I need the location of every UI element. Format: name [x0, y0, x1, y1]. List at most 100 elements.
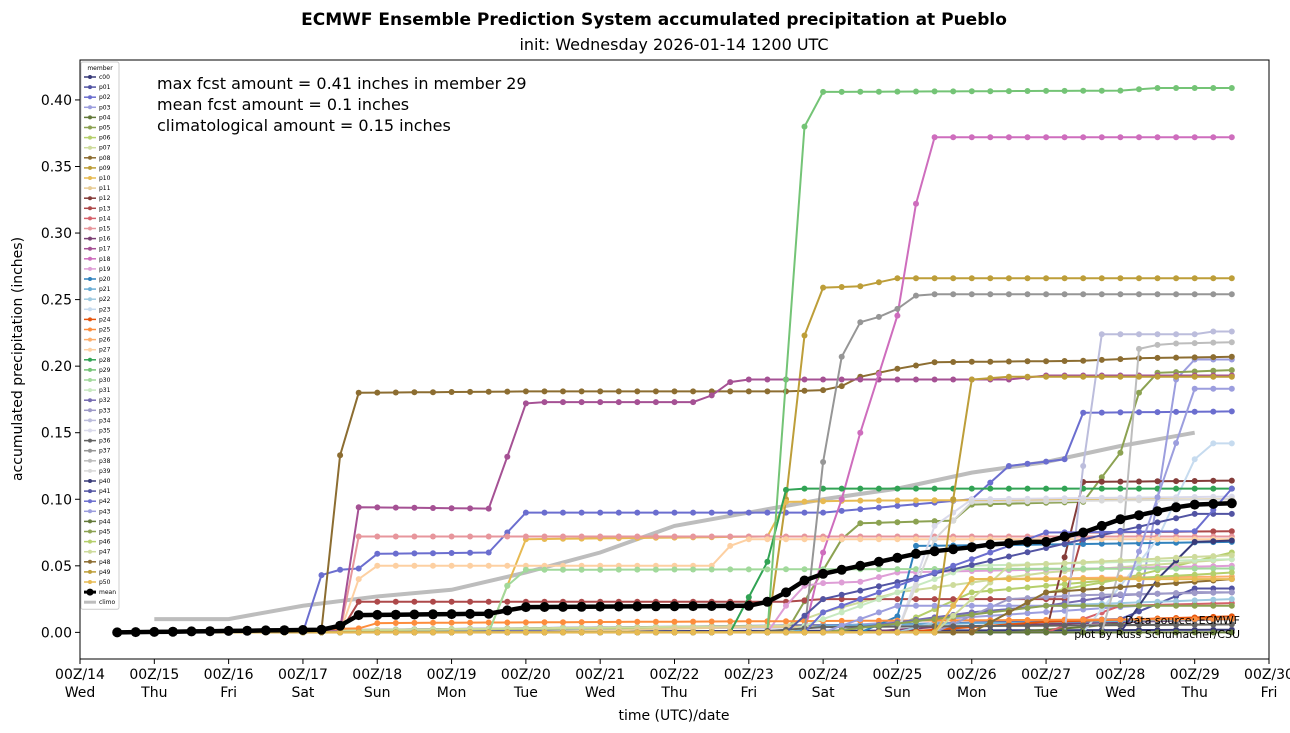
legend-marker-p34	[88, 418, 92, 423]
point-p34-57	[1173, 331, 1180, 338]
y-tick-label-4: 0.20	[41, 359, 72, 375]
point-p42-38	[820, 609, 827, 616]
point-p50-26	[597, 629, 604, 636]
point-p33-57	[1173, 590, 1180, 597]
point-p50-52	[1080, 576, 1087, 583]
point-p28-58	[1191, 485, 1198, 492]
point-p50-39	[838, 629, 845, 636]
legend-marker-p45	[88, 529, 92, 534]
point-p47-45	[950, 612, 957, 619]
point-mean-25	[576, 601, 587, 612]
point-p50-48	[1005, 576, 1012, 583]
point-p37-54	[1117, 291, 1124, 298]
point-p30-52	[1080, 565, 1087, 572]
point-p25-21	[504, 619, 511, 626]
legend-marker-mean	[86, 588, 94, 596]
point-p09-58	[1191, 275, 1198, 282]
point-p48-56	[1154, 581, 1161, 588]
point-p02-41	[875, 504, 882, 511]
point-mean-0	[112, 627, 123, 638]
point-p17-42	[894, 376, 901, 383]
point-p07-22	[522, 625, 529, 632]
chart-subtitle: init: Wednesday 2026-01-14 1200 UTC	[519, 35, 828, 54]
legend-marker-p43	[88, 509, 92, 514]
point-p39-43	[913, 582, 919, 589]
point-p05-60	[1228, 367, 1235, 374]
point-p10-40	[857, 497, 864, 504]
point-mean-3	[167, 626, 178, 637]
point-p06-46	[968, 589, 975, 596]
point-p02-57	[1173, 408, 1180, 415]
point-p45-57	[1173, 602, 1180, 609]
point-p08-28	[634, 388, 641, 395]
point-p37-43	[913, 292, 919, 299]
point-p48-48	[1005, 609, 1012, 616]
x-tick-label-3: 00Z/17	[278, 667, 328, 683]
legend-label-p01: p01	[99, 84, 111, 91]
point-p49-45	[950, 496, 957, 503]
point-p02-11	[318, 572, 325, 579]
point-p17-15	[392, 504, 399, 511]
point-mean-15	[390, 609, 401, 620]
point-p45-41	[875, 622, 882, 629]
point-mean-28	[632, 601, 643, 612]
point-p25-26	[597, 619, 604, 625]
point-p15-30	[671, 533, 678, 540]
point-p30-26	[597, 566, 604, 573]
point-p37-53	[1098, 291, 1105, 298]
point-mean-10	[297, 625, 308, 635]
point-mean-49	[1022, 536, 1033, 547]
point-p33-55	[1136, 591, 1142, 598]
legend-label-p27: p27	[99, 347, 111, 354]
point-p30-31	[690, 566, 697, 573]
point-p10-38	[820, 498, 827, 505]
legend-marker-p08	[88, 155, 92, 160]
point-p08-54	[1117, 356, 1124, 363]
legend-label-p11: p11	[99, 185, 111, 192]
point-p30-24	[560, 566, 566, 573]
point-p05-42	[894, 519, 901, 526]
point-p17-33	[727, 379, 734, 386]
point-p27-42	[894, 536, 901, 543]
point-mean-60	[1226, 498, 1237, 509]
point-p25-36	[783, 618, 789, 625]
point-p27-36	[783, 536, 789, 543]
point-p41-38	[820, 596, 827, 603]
point-p33-52	[1080, 592, 1087, 599]
point-p28-34	[745, 594, 752, 601]
point-p49-48	[1005, 373, 1012, 380]
legend-label-p13: p13	[99, 205, 111, 212]
point-mean-24	[558, 601, 568, 612]
point-p47-60	[1228, 552, 1235, 559]
point-p03-49	[1024, 610, 1031, 617]
point-p41-51	[1061, 540, 1068, 547]
point-p18-46	[968, 134, 975, 141]
point-p02-16	[411, 550, 418, 557]
point-p50-40	[857, 629, 864, 636]
point-p02-28	[634, 509, 641, 516]
point-p09-42	[894, 275, 901, 282]
point-p02-56	[1154, 409, 1161, 416]
point-mean-5	[205, 626, 215, 637]
point-p29-47	[987, 88, 994, 95]
point-p15-13	[355, 533, 362, 540]
point-p44-60	[1228, 629, 1235, 636]
point-p30-53	[1098, 565, 1105, 572]
legend-marker-p21	[88, 287, 92, 292]
legend-label-p19: p19	[99, 266, 111, 273]
point-p30-41	[875, 566, 882, 573]
point-p47-55	[1136, 556, 1142, 563]
point-p25-28	[634, 618, 641, 625]
point-p25-27	[615, 618, 622, 625]
legend-label-p21: p21	[99, 286, 111, 293]
point-p23-60	[1228, 440, 1235, 447]
point-p01-55	[1136, 608, 1142, 615]
point-p37-56	[1154, 291, 1161, 298]
legend-label-p07: p07	[99, 145, 111, 152]
legend-marker-p02	[88, 95, 92, 100]
point-p28-50	[1043, 485, 1050, 492]
point-p50-43	[913, 629, 919, 636]
point-p36-51	[1061, 622, 1068, 629]
point-p02-34	[745, 509, 752, 516]
point-p25-22	[522, 619, 529, 626]
